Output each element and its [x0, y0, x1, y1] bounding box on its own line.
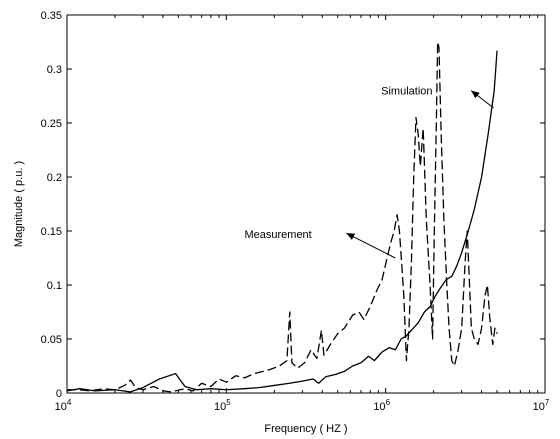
x-tick-base: 10: [214, 401, 226, 413]
annotation-measurement: Measurement: [244, 229, 311, 241]
x-tick-base: 10: [533, 401, 545, 413]
y-axis-label: Magnitude ( p.u. ): [13, 161, 25, 247]
y-tick-label: 0.3: [47, 64, 62, 76]
y-tick-label: 0.05: [41, 334, 62, 346]
x-tick-base: 10: [55, 401, 67, 413]
x-tick-exponent: 7: [545, 398, 550, 407]
y-tick-label: 0.35: [41, 10, 62, 22]
y-tick-label: 0.1: [47, 280, 62, 292]
series-simulation: [66, 50, 498, 393]
annotation-arrow-line: [346, 232, 396, 259]
y-axis-ticks: 0 0.05 0.1 0.15 0.2 0.25 0.3 0.35: [41, 10, 545, 400]
x-tick-base: 10: [373, 401, 385, 413]
plot-area: [66, 14, 546, 394]
annotation-simulation: Simulation: [381, 86, 432, 98]
y-tick-label: 0.2: [47, 172, 62, 184]
series-measurement: [67, 41, 498, 393]
x-tick-label: 105: [214, 398, 231, 413]
annotation-arrow-head: [471, 90, 480, 99]
y-tick-label: 0: [56, 388, 62, 400]
x-tick-label: 106: [373, 398, 390, 413]
x-tick-exponent: 5: [226, 398, 231, 407]
x-axis-ticks: 104 105 106 107: [55, 15, 550, 413]
x-tick-label: 107: [533, 398, 550, 413]
annotation-layer: Simulation Measurement: [244, 86, 494, 259]
y-tick-label: 0.15: [41, 226, 62, 238]
x-tick-exponent: 6: [386, 398, 391, 407]
plot-frame: [66, 14, 546, 394]
x-tick-label: 104: [55, 398, 72, 413]
annotation-arrow-head: [346, 233, 356, 240]
y-tick-label: 0.25: [41, 118, 62, 130]
series-layer: [66, 41, 498, 393]
x-tick-exponent: 4: [67, 398, 72, 407]
x-axis-label: Frequency ( HZ ): [264, 423, 347, 435]
